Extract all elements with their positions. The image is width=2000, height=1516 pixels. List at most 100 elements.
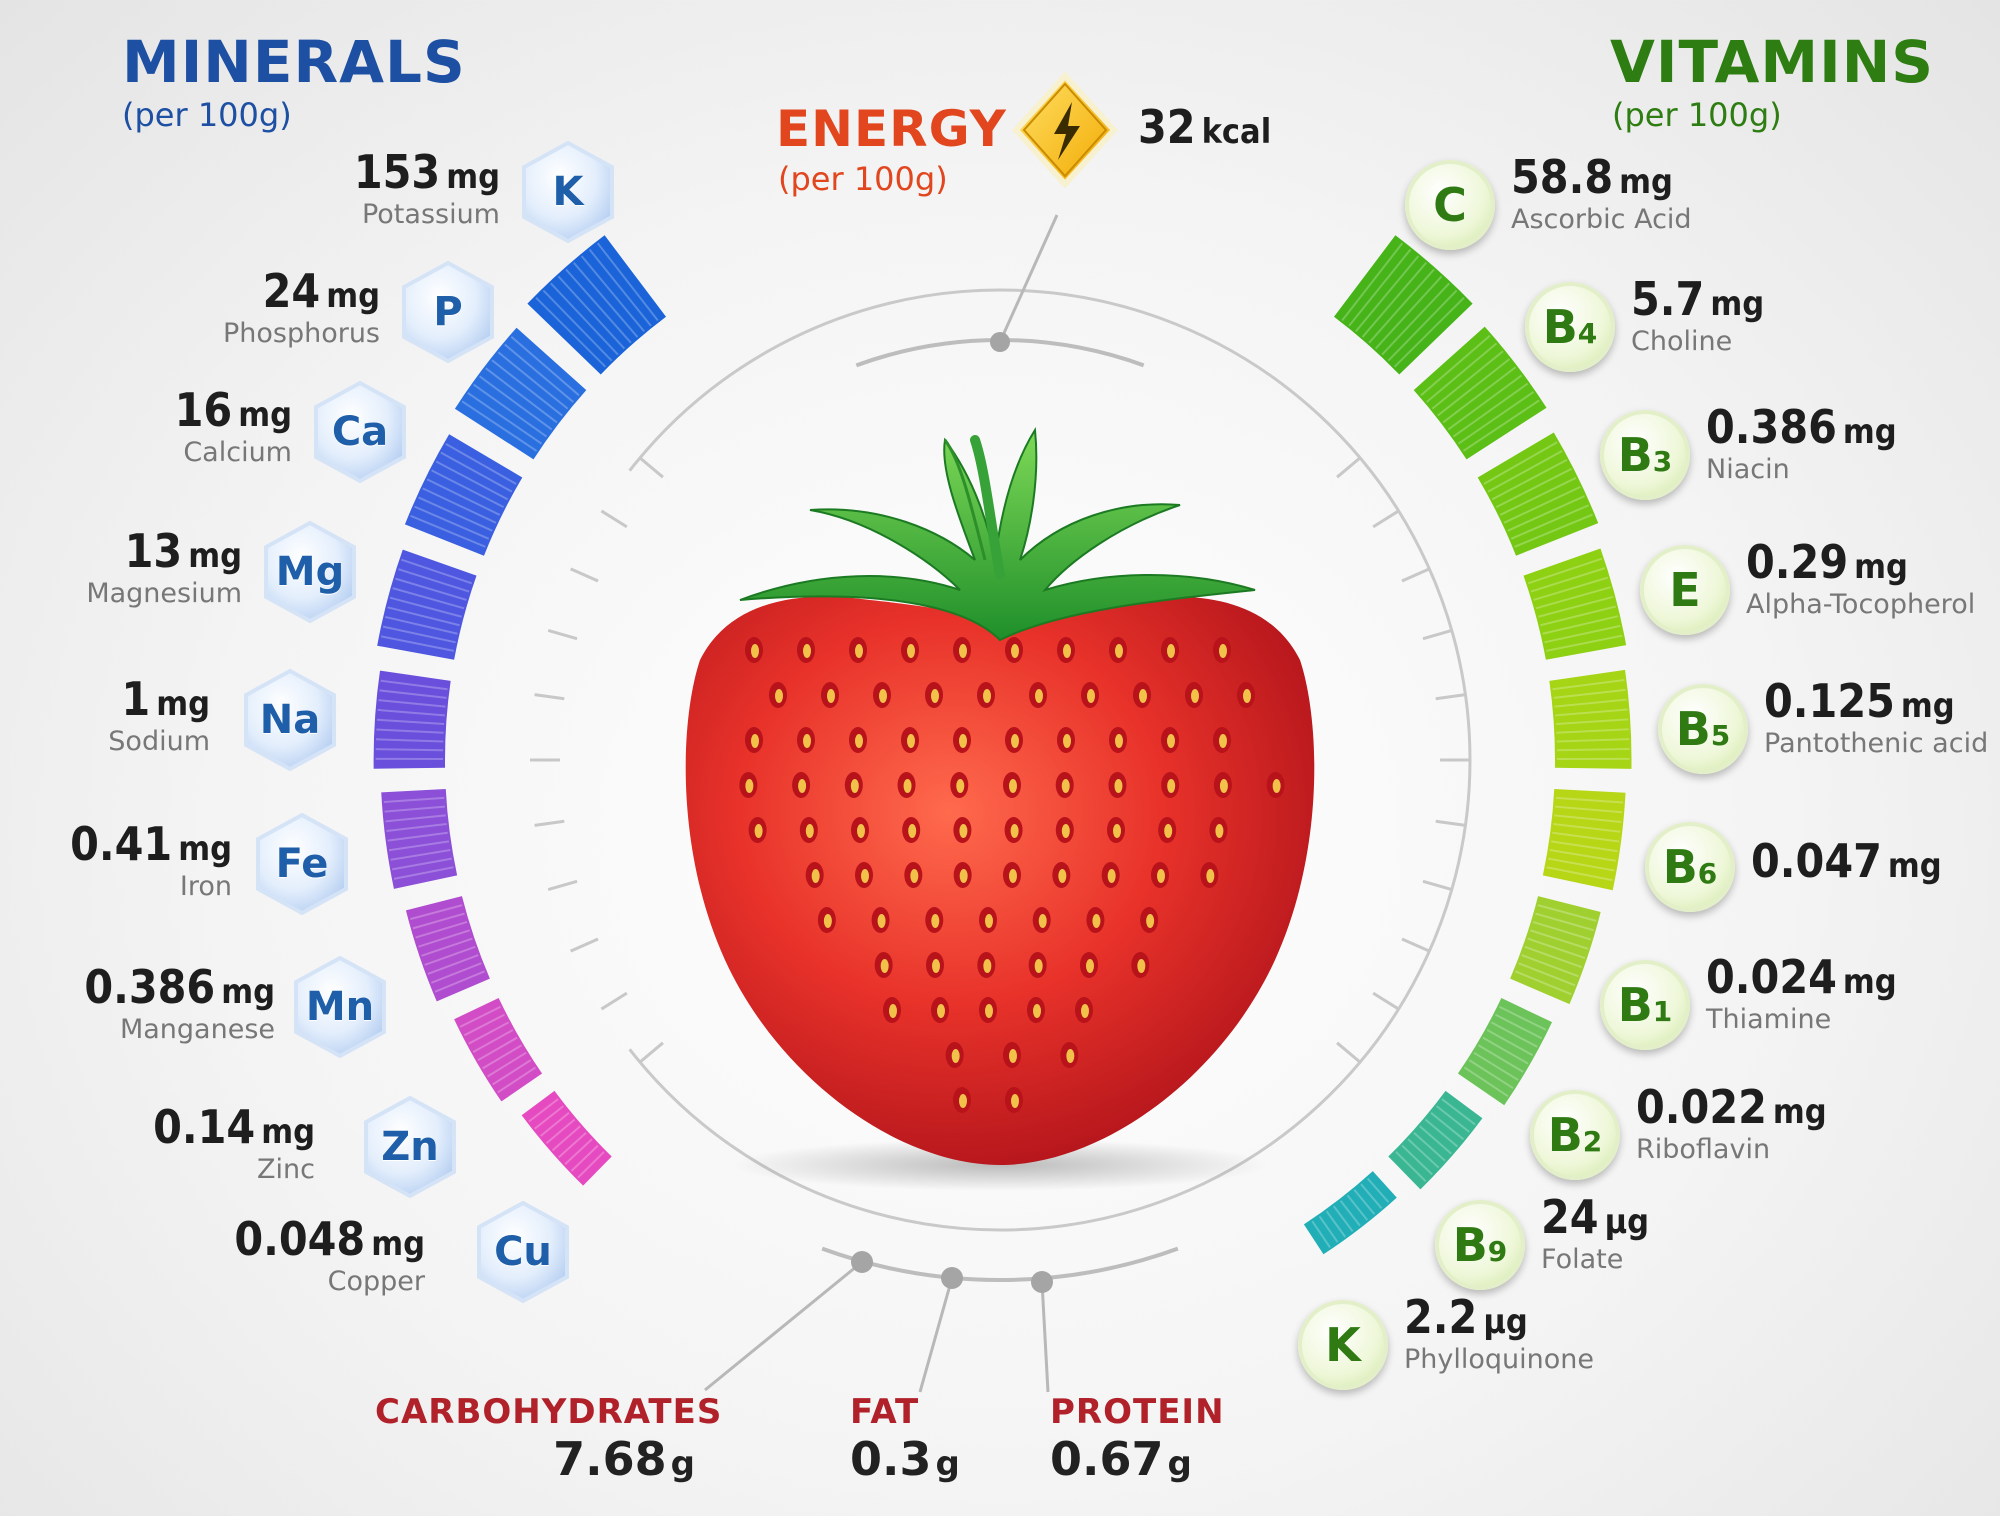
mineral-name: Magnesium	[86, 578, 242, 609]
vitamin-name: Thiamine	[1706, 1004, 1832, 1035]
energy-value: 32 kcal	[1138, 100, 1272, 154]
mineral-bar-7-stripe	[424, 945, 476, 966]
seed	[803, 644, 811, 658]
vitamin-symbol: K	[1325, 1318, 1361, 1372]
vitamin-bar-4-stripe	[1540, 605, 1616, 627]
hexagon-badge-zn: Zn	[362, 1095, 458, 1199]
vitamin-bar-1-stripe	[1381, 282, 1450, 356]
scale-tick	[547, 629, 578, 641]
vitamin-bar-7-stripe	[1514, 970, 1572, 996]
vitamins-subtitle: (per 100g)	[1612, 96, 1782, 134]
mineral-bar-2-stripe	[461, 400, 538, 452]
seed	[1114, 779, 1123, 793]
vitamin-bar-8-stripe	[1490, 1021, 1538, 1048]
vitamin-bar-6-stripe	[1555, 796, 1624, 804]
mineral-symbol: Cu	[494, 1229, 552, 1275]
mineral-bar-7-stripe	[412, 912, 465, 930]
seed	[959, 644, 967, 658]
mineral-bar-4-stripe	[395, 577, 467, 601]
macro-connector	[918, 1277, 954, 1393]
mineral-bar-2-stripe	[510, 335, 580, 397]
vitamin-name: Phylloquinone	[1404, 1344, 1595, 1375]
mineral-bar-3-stripe	[426, 478, 501, 516]
hexagon-badge-ca: Ca	[312, 380, 408, 484]
vitamin-symbol: B1	[1617, 978, 1673, 1032]
vitamin-bar-10-stripe	[1353, 1189, 1376, 1215]
vitamin-bar-3-stripe	[1487, 450, 1563, 493]
mineral-bar-9-stripe	[577, 1151, 605, 1179]
mineral-bar-1-stripe	[557, 275, 626, 350]
seed	[1034, 959, 1043, 973]
macro-fat: FAT 0.3 g	[850, 1392, 1050, 1486]
vitamin-bar-4-stripe	[1546, 634, 1623, 652]
vitamin-bar-7-stripe	[1527, 937, 1586, 959]
vitamin-bar-8	[1457, 998, 1553, 1106]
scale-tick	[1435, 693, 1466, 701]
vitamin-bar-9-stripe	[1424, 1118, 1459, 1148]
vitamin-name: Riboflavin	[1636, 1134, 1771, 1165]
macro-connector	[704, 1260, 863, 1392]
vitamin-value: 0.386 mg	[1706, 400, 1897, 454]
vitamin-bar-5-stripe	[1555, 718, 1629, 726]
vitamin-bar-4-stripe	[1538, 595, 1614, 618]
seed	[1113, 824, 1121, 838]
seed	[1219, 734, 1227, 748]
seed	[855, 734, 863, 748]
vitamin-bar-2-stripe	[1457, 391, 1535, 445]
seed	[1063, 734, 1071, 748]
vitamin-bar-10-stripe	[1311, 1220, 1331, 1249]
seed	[932, 959, 940, 973]
vitamin-bar-3-stripe	[1499, 476, 1577, 516]
vitamin-bar-4-stripe	[1533, 576, 1609, 601]
vitamin-bar-2-stripe	[1462, 399, 1540, 452]
vitamin-name: Niacin	[1706, 454, 1790, 485]
seed	[1058, 869, 1067, 883]
seed	[1011, 644, 1019, 658]
seed	[1009, 779, 1017, 793]
seed	[983, 689, 991, 703]
vitamin-bar-2	[1413, 326, 1547, 460]
seed	[903, 779, 912, 793]
mineral-symbol: Zn	[381, 1124, 439, 1170]
vitamin-bar-4-stripe	[1530, 567, 1606, 593]
mineral-value: 0.386 mg	[84, 960, 275, 1014]
vitamin-bar-4	[1523, 548, 1627, 660]
seed	[1107, 869, 1116, 883]
vitamin-b6: 0.047 mg	[1751, 834, 2000, 888]
scale-tick	[1372, 991, 1400, 1011]
scale-tick	[1336, 1041, 1362, 1064]
vitamin-symbol: B9	[1452, 1218, 1508, 1272]
seed	[959, 734, 967, 748]
mineral-bar-4-stripe	[389, 596, 462, 618]
seed	[1086, 959, 1094, 973]
vitamin-bar-7-stripe	[1537, 904, 1597, 922]
seed	[1011, 1094, 1019, 1108]
mineral-bar-7-stripe	[427, 954, 479, 975]
vitamin-badge-k: K	[1298, 1300, 1388, 1390]
macro-marker	[1031, 1271, 1053, 1293]
seed	[1115, 644, 1123, 658]
scale-tick	[600, 509, 628, 529]
mineral-bar-3	[404, 434, 523, 556]
vitamin-value: 0.125 mg	[1764, 674, 1955, 728]
vitamin-symbol: B6	[1662, 840, 1718, 894]
seed	[1167, 734, 1175, 748]
vitamin-bar-5-stripe	[1556, 748, 1630, 752]
vitamin-bar-3-stripe	[1510, 504, 1590, 540]
vitamin-bar-6-stripe	[1550, 840, 1618, 853]
seed	[1206, 869, 1215, 883]
scale-tick	[638, 1041, 664, 1064]
vitamin-bar-8-stripe	[1486, 1029, 1534, 1057]
mineral-bar-3-stripe	[435, 460, 509, 501]
vitamin-symbol: B4	[1542, 300, 1598, 354]
seed	[1164, 824, 1173, 838]
vitamin-bar-10-stripe	[1332, 1205, 1354, 1232]
seed	[754, 824, 763, 838]
vitamin-bar-1-stripe	[1348, 248, 1412, 327]
mineral-copper: 0.048 mg Copper	[0, 1212, 425, 1297]
vitamin-bar-2-stripe	[1447, 374, 1523, 431]
vitamin-badge-e: E	[1640, 545, 1730, 635]
vitamin-badge-b9: B9	[1435, 1200, 1525, 1290]
lightning-bolt-icon	[1010, 70, 1120, 190]
